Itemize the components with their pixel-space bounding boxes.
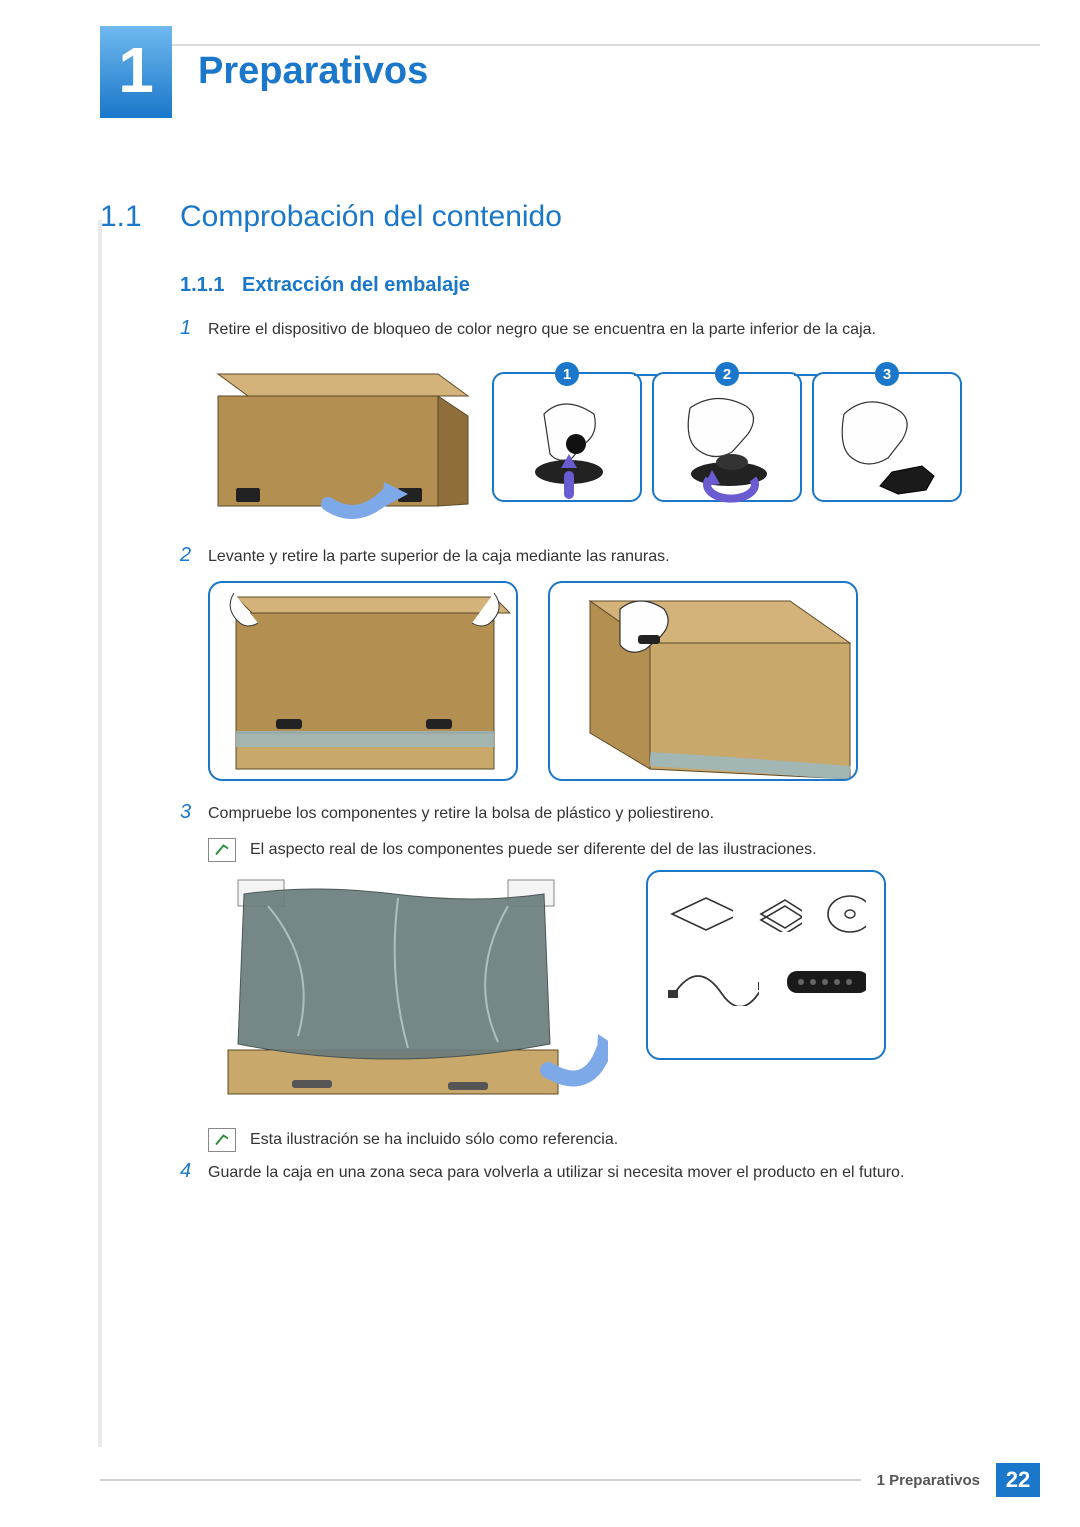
lock-badge-2: 2 [715, 362, 739, 386]
section-number: 1.1 [100, 200, 180, 234]
step-4-text: Guarde la caja en una zona seca para vol… [208, 1161, 904, 1185]
box-closed-illustration [208, 354, 478, 524]
unpacked-illustration [208, 870, 608, 1108]
figure-step-3 [208, 870, 1040, 1108]
lock-badge-3: 3 [875, 362, 899, 386]
page-number: 22 [996, 1463, 1040, 1497]
section-title: Comprobación del contenido [180, 200, 562, 234]
step-3-text: Compruebe los componentes y retire la bo… [208, 802, 714, 826]
manual-icon [666, 890, 733, 938]
lock-badge-1: 1 [555, 362, 579, 386]
components-panel [646, 870, 886, 1060]
subsection-title: Extracción del embalaje [242, 274, 470, 297]
step-3-note-2: Esta ilustración se ha incluido sólo com… [250, 1128, 618, 1152]
cable-icon [666, 958, 759, 1006]
top-rule [100, 44, 1040, 46]
step-1-number: 1 [180, 317, 208, 340]
chapter-number: 1 [100, 26, 172, 116]
figure-step-2 [208, 581, 1040, 781]
lock-panel-3: 3 [812, 372, 962, 502]
step-1-text: Retire el dispositivo de bloqueo de colo… [208, 318, 876, 342]
note-icon [208, 1128, 236, 1152]
step-2-text: Levante y retire la parte superior de la… [208, 545, 670, 569]
subsection-number: 1.1.1 [180, 274, 242, 297]
lift-panel-side [548, 581, 858, 781]
remote-icon [783, 965, 866, 999]
side-rule [98, 220, 102, 1447]
chapter-title: Preparativos [198, 50, 428, 93]
footer-label: 1 Preparativos [877, 1472, 980, 1489]
lock-panel-2: 2 [652, 372, 802, 502]
note-icon [208, 838, 236, 862]
figure-step-1: 1 2 [208, 354, 1040, 524]
card-icon [757, 896, 802, 932]
cd-icon [826, 890, 866, 938]
step-2-number: 2 [180, 544, 208, 567]
lock-panel-1: 1 [492, 372, 642, 502]
step-4-number: 4 [180, 1160, 208, 1183]
step-3-note-1: El aspecto real de los componentes puede… [250, 838, 817, 862]
lift-panel-front [208, 581, 518, 781]
footer-rule [100, 1479, 861, 1481]
step-3-number: 3 [180, 801, 208, 824]
